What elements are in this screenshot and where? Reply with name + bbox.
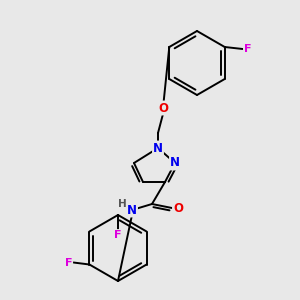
Text: H: H — [118, 199, 126, 209]
Text: F: F — [114, 230, 122, 240]
Text: O: O — [173, 202, 183, 214]
Text: O: O — [158, 101, 168, 115]
Text: N: N — [127, 203, 137, 217]
Text: N: N — [170, 157, 180, 169]
Text: F: F — [244, 44, 251, 54]
Text: N: N — [153, 142, 163, 154]
Text: F: F — [65, 257, 72, 268]
